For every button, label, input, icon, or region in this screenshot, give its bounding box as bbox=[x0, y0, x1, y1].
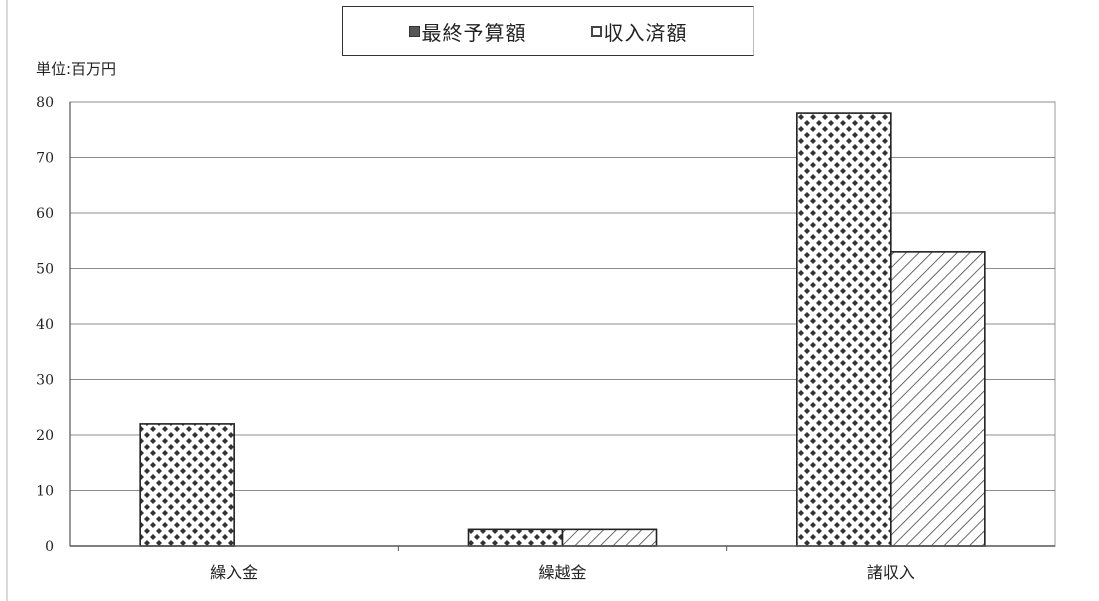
bar-received bbox=[561, 528, 658, 547]
x-category-label: 繰越金 bbox=[538, 563, 586, 582]
legend-swatch-budget bbox=[408, 25, 420, 37]
y-tick-label: 30 bbox=[36, 373, 54, 389]
y-tick-label: 20 bbox=[36, 428, 54, 444]
legend-label-received: 収入済額 bbox=[603, 20, 688, 45]
bar-layer bbox=[139, 112, 986, 547]
y-tick-label: 70 bbox=[36, 151, 54, 167]
bar-received bbox=[890, 251, 986, 547]
y-tick-label: 80 bbox=[36, 95, 54, 111]
bar-final-budget bbox=[467, 528, 564, 547]
x-category-label: 繰入金 bbox=[210, 563, 258, 582]
y-tick-label: 60 bbox=[36, 206, 54, 222]
y-tick-label: 10 bbox=[36, 484, 54, 500]
legend-label-budget: 最終予算額 bbox=[421, 20, 527, 45]
unit-label: 単位:百万円 bbox=[36, 60, 117, 78]
chart-legend: 最終予算額 収入済額 bbox=[342, 6, 754, 56]
x-category-label: 諸収入 bbox=[867, 563, 915, 582]
y-tick-label: 0 bbox=[45, 539, 54, 555]
legend-item-budget: 最終予算額 bbox=[408, 17, 527, 46]
bar-final-budget bbox=[139, 423, 235, 547]
legend-item-received: 収入済額 bbox=[590, 17, 688, 46]
page-edge bbox=[6, 0, 8, 601]
y-tick-label: 50 bbox=[36, 262, 54, 278]
axis-layer: 0 10 20 30 40 50 60 70 80 繰入金 繰越金 諸収入 bbox=[36, 95, 1055, 582]
legend-swatch-received bbox=[590, 25, 602, 37]
y-tick-label: 40 bbox=[36, 317, 54, 333]
bar-final-budget bbox=[796, 112, 892, 547]
